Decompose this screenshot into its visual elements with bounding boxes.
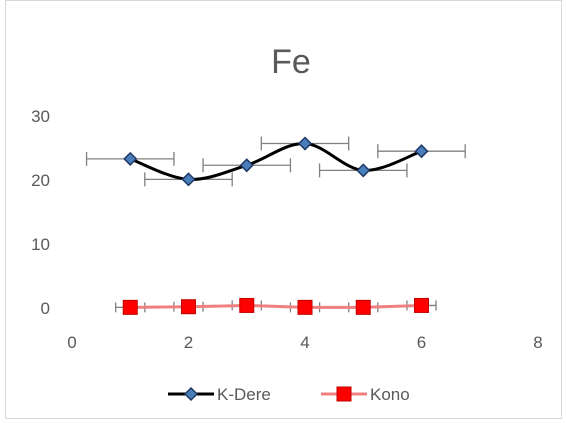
data-point (356, 163, 371, 178)
data-point (414, 144, 429, 159)
legend-marker (336, 386, 352, 402)
y-tick-label: 30 (31, 107, 50, 126)
data-point (297, 136, 313, 151)
series-markers (122, 136, 429, 315)
series-line-kono (130, 303, 422, 309)
data-point (181, 299, 196, 315)
x-tick-label: 8 (533, 333, 542, 352)
y-tick-label: 20 (31, 171, 50, 190)
data-point (122, 299, 138, 315)
chart-area (5, 0, 562, 419)
chart-title: Fe (271, 43, 311, 81)
x-tick-label: 6 (417, 333, 426, 352)
series-lines (129, 142, 423, 309)
data-point (181, 172, 196, 187)
x-tick-label: 2 (184, 333, 193, 352)
y-tick-label: 0 (41, 299, 50, 318)
data-point (355, 299, 371, 315)
legend: K-Dere Kono (168, 385, 410, 404)
error-bars (85, 136, 466, 313)
legend-marker (183, 386, 199, 402)
x-tick-label: 0 (67, 333, 76, 352)
data-point (123, 151, 138, 166)
axes: 0 2 4 6 8 0 10 20 30 (31, 107, 543, 352)
y-tick-label: 10 (31, 235, 50, 254)
legend-label: Kono (370, 385, 410, 404)
data-point (239, 158, 254, 173)
data-point (414, 297, 429, 313)
legend-label: K-Dere (217, 385, 271, 404)
data-point (297, 299, 313, 315)
data-point (239, 297, 255, 313)
x-tick-label: 4 (300, 333, 309, 352)
